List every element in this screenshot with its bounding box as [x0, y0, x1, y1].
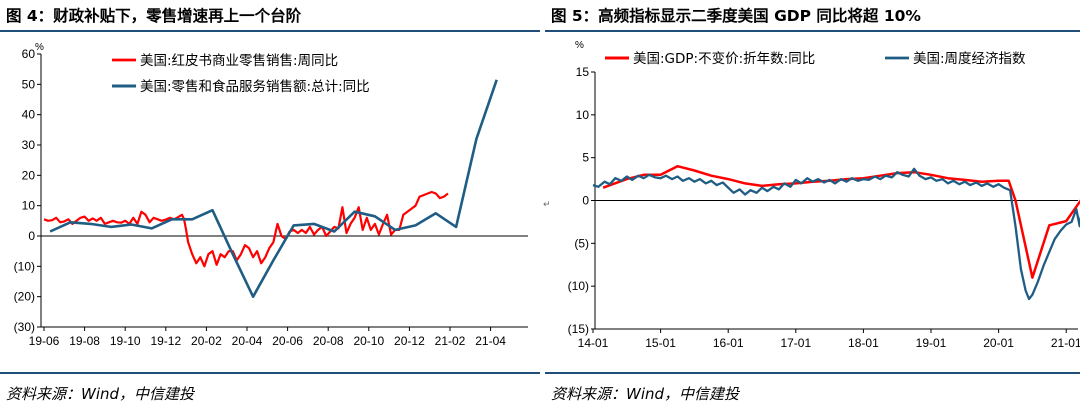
right-panel: 图 5：高频指标显示二季度美国 GDP 同比将超 10% % 15 10 5 0 (5) (… [545, 0, 1080, 409]
y-tick-label: 60 [22, 47, 36, 61]
y-tick-label: 15 [576, 65, 590, 79]
x-tick-label: 21-04 [475, 334, 506, 348]
left-panel: 图 4：财政补贴下，零售增速再上一个台阶 % 60 50 40 30 20 10 0 (10) (… [0, 7, 540, 403]
source-right: 资料来源：Wind，中信建投 [551, 385, 740, 403]
y-tick-label: (5) [574, 236, 589, 250]
y-tick-label: 0 [582, 194, 589, 208]
x-tick-label: 15-01 [645, 336, 676, 350]
x-tick-label: 20-04 [232, 334, 263, 348]
x-tick-label: 19-08 [69, 334, 100, 348]
bottom-rule-left [0, 372, 540, 374]
legend-label-2: 美国:周度经济指数 [913, 51, 1026, 67]
x-tick-label: 19-06 [29, 334, 60, 348]
y-tick-label: (30) [14, 320, 35, 334]
series-line-1 [602, 164, 1080, 279]
paragraph-mark-icon: ↵ [543, 200, 551, 210]
chart-title-left: 图 4：财政补贴下，零售增速再上一个台阶 [6, 7, 302, 25]
y-tick-label: 0 [28, 229, 35, 243]
x-tick-label: 19-01 [916, 336, 947, 350]
x-tick-label: 21-02 [435, 334, 466, 348]
x-tick-label: 14-01 [578, 336, 609, 350]
x-tick-label: 20-06 [272, 334, 303, 348]
top-rule-left [0, 30, 540, 32]
legend-label-2: 美国:零售和食品服务销售额:总计:同比 [140, 78, 370, 95]
chart-title-right: 图 5：高频指标显示二季度美国 GDP 同比将超 10% [551, 7, 921, 25]
y-tick-label: (10) [14, 259, 35, 273]
top-rule-right [545, 30, 1080, 32]
x-tick-label: 21-01 [1051, 336, 1080, 350]
y-tick-label: 20 [22, 168, 36, 182]
y-tick-label: 10 [576, 108, 590, 122]
x-tick-label: 16-01 [713, 336, 744, 350]
series-line-2 [49, 79, 498, 298]
y-tick-label: (20) [14, 290, 35, 304]
bottom-rule-right [545, 372, 1080, 374]
x-tick-label: 19-12 [150, 334, 181, 348]
y-tick-label: 30 [22, 138, 36, 152]
chart-left: %60 50 40 30 20 10 0 (10) (20) (30)19-06 19-08 19-1… [14, 42, 528, 348]
x-tick-label: 19-10 [110, 334, 141, 348]
legend-label-1: 美国:红皮书商业零售销售:周同比 [140, 53, 338, 69]
source-left: 资料来源：Wind，中信建投 [6, 385, 195, 403]
series-line-2 [592, 167, 1080, 301]
y-tick-label: (10) [568, 279, 589, 293]
x-tick-label: 20-02 [191, 334, 222, 348]
chart-right: % 15 10 5 0 (5) (10) (15)14-01 15-01 16-01 17-01 18… [568, 40, 1080, 350]
x-tick-label: 20-08 [313, 334, 344, 348]
y-tick-label: 50 [22, 77, 36, 91]
y-tick-label: (15) [568, 322, 589, 336]
y-tick-label: 10 [22, 199, 36, 213]
x-tick-label: 20-12 [394, 334, 425, 348]
x-tick-label: 17-01 [780, 336, 811, 350]
series-line-1 [43, 190, 449, 268]
x-tick-label: 20-01 [983, 336, 1014, 350]
x-tick-label: 20-10 [353, 334, 384, 348]
y-tick-label: 40 [22, 108, 36, 122]
x-tick-label: 18-01 [848, 336, 879, 350]
y-tick-label: 5 [582, 151, 589, 165]
legend-label-1: 美国:GDP:不变价:折年数:同比 [633, 51, 815, 67]
y-unit-label: % [35, 42, 44, 53]
y-unit-label: % [575, 40, 584, 51]
